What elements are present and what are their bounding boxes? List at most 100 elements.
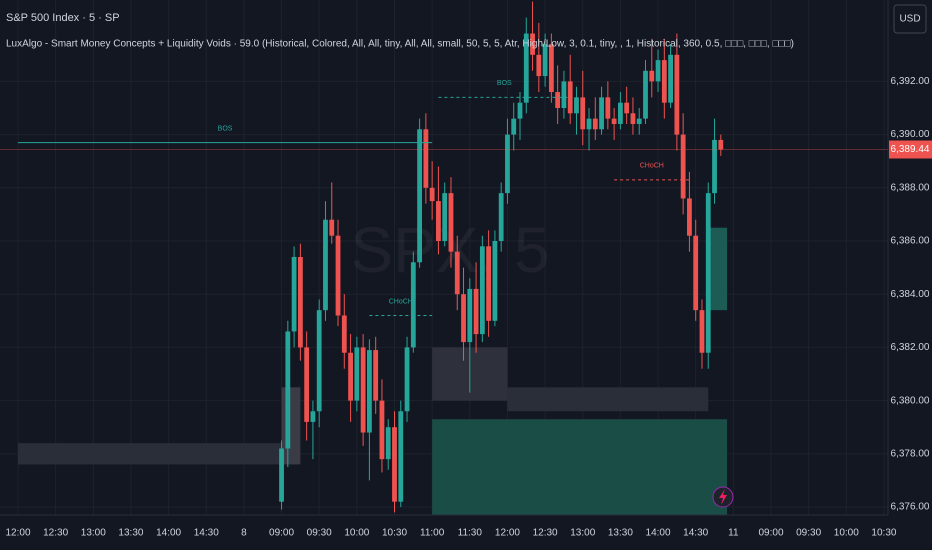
candle-body <box>341 315 347 353</box>
candle-body <box>618 102 623 124</box>
y-tick-label: 6,382.00 <box>891 342 930 353</box>
structure-label: CHoCH <box>640 163 664 170</box>
candle-body <box>718 139 724 150</box>
candle-body <box>360 347 366 433</box>
x-tick-label: 14:00 <box>156 528 181 539</box>
candle-body <box>329 219 335 236</box>
x-tick-label: 11:00 <box>420 528 445 539</box>
currency[interactable]: USD <box>899 14 920 25</box>
candle-body <box>668 54 673 103</box>
x-tick-label: 14:30 <box>194 528 219 539</box>
x-tick-label: 10:30 <box>871 528 896 539</box>
candle-body <box>398 411 404 502</box>
candle-body <box>335 235 341 316</box>
candle-body <box>454 251 460 295</box>
candle-body <box>417 129 422 263</box>
last-price-label: 6,389.44 <box>891 144 930 155</box>
candle-body <box>655 60 661 82</box>
alert-bolt <box>719 489 727 505</box>
candle-body <box>379 400 385 460</box>
candle-body <box>630 113 636 124</box>
candle-body <box>586 118 592 130</box>
candle-body <box>385 427 391 460</box>
candle-body <box>561 81 567 109</box>
y-tick-label: 6,380.00 <box>891 395 930 406</box>
x-tick-label: 13:30 <box>608 528 633 539</box>
candle-body <box>498 193 504 242</box>
candle-body <box>297 256 303 348</box>
indicator-legend[interactable]: LuxAlgo - Smart Money Concepts + Liquidi… <box>6 39 794 50</box>
candle-body <box>712 139 717 194</box>
candle-body <box>348 352 353 401</box>
candle-body <box>442 193 448 242</box>
candle-body <box>523 33 529 103</box>
x-tick-label: 10:00 <box>834 528 859 539</box>
y-tick-label: 6,378.00 <box>891 448 930 459</box>
candle-body <box>661 60 667 103</box>
y-tick-label: 6,392.00 <box>891 76 930 87</box>
candle-body <box>624 102 630 114</box>
symbol-title[interactable]: S&P 500 Index · 5 · SP <box>6 12 120 24</box>
candle-body <box>680 134 686 199</box>
candle-body <box>291 256 297 332</box>
candle-body <box>304 347 310 422</box>
x-tick-label: 14:00 <box>646 528 671 539</box>
x-tick-label: 12:30 <box>43 528 68 539</box>
liquidity-zone <box>507 387 709 412</box>
candle-body <box>511 118 517 135</box>
currency-button[interactable] <box>893 4 927 34</box>
x-tick-label: 09:30 <box>307 528 332 539</box>
last-price-tag <box>889 140 932 159</box>
candle-body <box>605 97 611 119</box>
candle-body <box>410 262 416 348</box>
candle-body <box>636 118 642 124</box>
y-tick-label: 6,384.00 <box>891 289 930 300</box>
x-tick-label: 12:00 <box>495 528 520 539</box>
candle-body <box>473 288 479 335</box>
candle-body <box>699 310 705 353</box>
candle-body <box>448 193 454 252</box>
candle-body <box>693 235 699 311</box>
y-tick-label: 6,386.00 <box>891 236 930 247</box>
x-tick-label: 09:00 <box>758 528 783 539</box>
candle-body <box>542 44 548 77</box>
candle-body <box>461 294 466 343</box>
candle-body <box>555 92 561 109</box>
structure-label: CHoCH <box>389 298 413 305</box>
candle-body <box>392 427 397 502</box>
x-tick-label: 11 <box>728 528 739 539</box>
y-tick-label: 6,376.00 <box>891 502 930 513</box>
candle-body <box>404 347 410 412</box>
structure-label: BOS <box>497 80 512 87</box>
liquidity-zone <box>432 419 728 515</box>
structure-label: BOS <box>218 125 233 132</box>
candle-body <box>580 97 586 130</box>
x-tick-label: 12:30 <box>533 528 558 539</box>
candle-body <box>423 129 429 188</box>
liquidity-zone <box>281 387 301 465</box>
x-tick-label: 09:30 <box>796 528 821 539</box>
x-tick-label: 09:00 <box>269 528 294 539</box>
candle-body <box>530 33 535 55</box>
candle-body <box>323 219 328 311</box>
candle-body <box>354 347 360 401</box>
candle-body <box>310 411 316 422</box>
liquidity-zone <box>708 227 728 311</box>
candle-body <box>373 350 379 401</box>
candle-body <box>279 448 284 502</box>
liquidity-zone <box>18 443 282 465</box>
candle-body <box>643 70 648 119</box>
y-tick-label: 6,390.00 <box>891 129 930 140</box>
x-tick-label: 10:30 <box>382 528 407 539</box>
candle-body <box>316 310 322 412</box>
y-tick-label: 6,388.00 <box>891 182 930 193</box>
candle-body <box>505 134 510 194</box>
candle-body <box>486 246 492 321</box>
candle-body <box>599 97 604 130</box>
x-tick-label: 14:30 <box>683 528 708 539</box>
candle-body <box>536 54 542 77</box>
x-tick-label: 11:30 <box>458 528 483 539</box>
candle-body <box>517 102 523 119</box>
